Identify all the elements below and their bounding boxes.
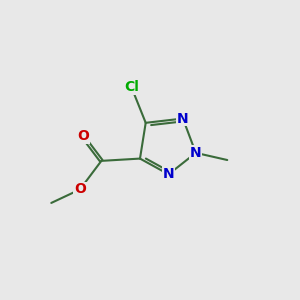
Text: Cl: Cl — [124, 80, 139, 94]
Text: O: O — [74, 182, 86, 197]
Text: N: N — [177, 112, 189, 125]
Text: N: N — [163, 167, 174, 181]
Text: N: N — [190, 146, 202, 160]
Text: O: O — [77, 129, 89, 143]
